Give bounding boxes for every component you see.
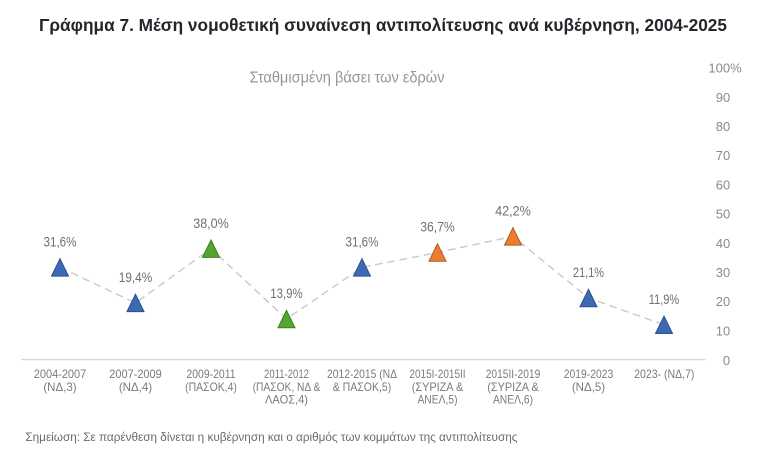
svg-text:21,1%: 21,1% xyxy=(573,265,604,280)
svg-text:50: 50 xyxy=(716,207,730,222)
svg-text:(ΣΥΡΙΖΑ &: (ΣΥΡΙΖΑ & xyxy=(412,380,464,394)
svg-text:(ΝΔ,4): (ΝΔ,4) xyxy=(119,380,152,394)
svg-text:(ΝΔ,3): (ΝΔ,3) xyxy=(43,380,76,394)
svg-text:31,6%: 31,6% xyxy=(44,235,77,250)
svg-text:60: 60 xyxy=(716,177,730,192)
svg-text:90: 90 xyxy=(716,90,730,105)
svg-text:19,4%: 19,4% xyxy=(119,270,153,285)
svg-text:(ΝΔ,5): (ΝΔ,5) xyxy=(572,380,605,394)
svg-text:2015ΙΙ-2019: 2015ΙΙ-2019 xyxy=(486,367,541,381)
svg-text:2004-2007: 2004-2007 xyxy=(34,367,87,381)
svg-text:Γράφημα 7. Μέση νομοθετική συν: Γράφημα 7. Μέση νομοθετική συναίνεση αντ… xyxy=(39,15,727,35)
svg-text:13,9%: 13,9% xyxy=(270,286,303,301)
svg-text:30: 30 xyxy=(716,265,730,280)
svg-text:70: 70 xyxy=(716,148,730,163)
svg-text:& ΠΑΣΟΚ,5): & ΠΑΣΟΚ,5) xyxy=(333,380,392,394)
svg-text:0: 0 xyxy=(723,353,730,368)
svg-text:36,7%: 36,7% xyxy=(420,220,455,235)
svg-text:ΑΝΕΛ,6): ΑΝΕΛ,6) xyxy=(493,393,533,407)
svg-text:Σταθμισμένη βάσει των εδρών: Σταθμισμένη βάσει των εδρών xyxy=(250,70,445,87)
svg-text:20: 20 xyxy=(716,294,730,309)
svg-text:31,6%: 31,6% xyxy=(346,235,379,250)
svg-text:11,9%: 11,9% xyxy=(649,292,680,307)
svg-text:2023- (ΝΔ,7): 2023- (ΝΔ,7) xyxy=(634,367,694,381)
svg-text:100%: 100% xyxy=(708,61,742,76)
svg-text:2019-2023: 2019-2023 xyxy=(564,367,614,381)
svg-text:2011-2012: 2011-2012 xyxy=(264,367,309,381)
svg-text:10: 10 xyxy=(716,323,730,338)
svg-text:2015Ι-2015ΙΙ: 2015Ι-2015ΙΙ xyxy=(409,367,465,381)
svg-text:2007-2009: 2007-2009 xyxy=(109,367,162,381)
svg-text:42,2%: 42,2% xyxy=(495,204,531,219)
svg-text:ΛΑΟΣ,4): ΛΑΟΣ,4) xyxy=(265,393,308,407)
svg-text:(ΣΥΡΙΖΑ &: (ΣΥΡΙΖΑ & xyxy=(487,380,539,394)
svg-text:40: 40 xyxy=(716,236,730,251)
svg-text:(ΠΑΣΟΚ, ΝΔ &: (ΠΑΣΟΚ, ΝΔ & xyxy=(253,380,321,394)
svg-text:ΑΝΕΛ,5): ΑΝΕΛ,5) xyxy=(417,393,457,407)
svg-text:2009-2011: 2009-2011 xyxy=(186,367,235,381)
svg-text:Σημείωση: Σε παρένθεση δίνεται: Σημείωση: Σε παρένθεση δίνεται η κυβέρνη… xyxy=(25,430,517,444)
svg-text:38,0%: 38,0% xyxy=(193,216,229,231)
svg-text:2012-2015 (ΝΔ: 2012-2015 (ΝΔ xyxy=(327,367,397,381)
svg-text:80: 80 xyxy=(716,119,730,134)
svg-text:(ΠΑΣΟΚ,4): (ΠΑΣΟΚ,4) xyxy=(185,380,237,394)
